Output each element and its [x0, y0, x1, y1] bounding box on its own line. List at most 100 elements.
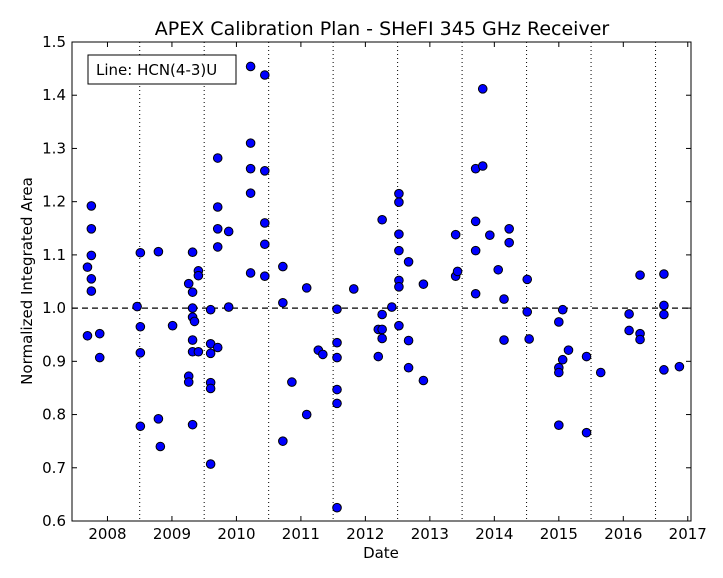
data-point-15 [153, 414, 164, 424]
data-point-51 [259, 165, 270, 176]
data-point-47 [245, 163, 256, 174]
data-point-72 [377, 214, 387, 225]
axis-ticks: 2008 2009 2010 2011 2012 2013 2014 2015 2016 2017… [42, 33, 707, 543]
data-point-126 [674, 361, 685, 372]
data-point-87 [418, 279, 429, 289]
y-tick-label-6: 1.2 [42, 193, 66, 211]
x-tick-label-8: 2016 [604, 525, 642, 543]
data-point-37 [205, 459, 216, 469]
data-point-12 [135, 348, 146, 358]
x-tick-label-2: 2010 [217, 525, 255, 543]
data-point-60 [301, 409, 312, 420]
data-point-21 [187, 247, 198, 258]
data-point-89 [450, 229, 461, 240]
data-point-50 [259, 70, 270, 80]
x-tick-label-6: 2014 [475, 525, 513, 543]
data-point-121 [635, 334, 645, 345]
data-point-110 [554, 420, 564, 431]
data-point-55 [278, 261, 288, 272]
data-point-48 [245, 188, 256, 198]
y-tick-label-9: 1.5 [42, 33, 66, 51]
data-point-71 [373, 351, 384, 362]
data-point-113 [563, 345, 574, 355]
x-tick-label-4: 2012 [346, 525, 384, 543]
data-point-117 [624, 309, 634, 319]
data-point-107 [554, 317, 564, 327]
data-point-20 [183, 377, 194, 387]
y-tick-label-3: 0.9 [42, 352, 66, 370]
data-point-109 [554, 367, 564, 378]
data-point-91 [452, 266, 463, 277]
y-axis-label: Normalized Integrated Area [18, 177, 36, 385]
data-point-124 [659, 309, 669, 320]
data-point-38 [212, 153, 223, 163]
plot-frame [71, 41, 692, 522]
data-point-93 [470, 216, 481, 227]
data-point-99 [493, 264, 504, 275]
data-point-76 [387, 302, 397, 312]
data-point-58 [287, 377, 297, 387]
data-point-100 [499, 294, 509, 304]
data-point-111 [557, 304, 568, 315]
data-point-86 [403, 362, 414, 373]
plot-area [72, 42, 691, 521]
data-point-85 [403, 335, 414, 346]
data-point-9 [132, 301, 142, 312]
data-point-102 [504, 224, 514, 234]
data-point-49 [245, 268, 256, 278]
x-axis-label: Date [363, 544, 399, 562]
data-point-95 [470, 288, 481, 299]
data-point-73 [377, 309, 387, 320]
data-point-17 [167, 320, 178, 331]
data-point-67 [332, 398, 342, 409]
data-point-18 [183, 278, 194, 289]
y-tick-label-8: 1.4 [42, 86, 66, 104]
data-point-114 [581, 351, 592, 362]
data-point-119 [635, 270, 645, 280]
data-point-5 [86, 274, 97, 284]
data-point-97 [477, 161, 488, 171]
data-point-83 [394, 320, 404, 331]
data-point-13 [135, 421, 146, 432]
data-point-7 [94, 328, 105, 339]
data-point-69 [348, 284, 359, 294]
data-point-6 [86, 286, 97, 296]
data-point-4 [86, 250, 97, 261]
data-point-23 [187, 303, 198, 313]
data-point-79 [394, 229, 404, 239]
data-point-56 [278, 297, 288, 308]
x-tick-label-5: 2013 [411, 525, 449, 543]
data-point-36 [205, 383, 216, 394]
y-tick-label-5: 1.1 [42, 246, 66, 264]
data-point-103 [504, 237, 514, 248]
data-point-32 [205, 304, 216, 315]
data-point-22 [187, 287, 198, 297]
data-point-40 [212, 224, 223, 234]
data-point-46 [245, 138, 256, 148]
x-tick-label-3: 2011 [282, 525, 320, 543]
data-point-112 [557, 354, 568, 365]
data-point-125 [659, 365, 669, 375]
data-point-74 [377, 324, 387, 335]
x-tick-label-0: 2008 [88, 525, 126, 543]
data-point-78 [394, 197, 404, 207]
data-point-122 [659, 269, 669, 279]
data-point-16 [155, 441, 166, 452]
data-point-96 [477, 84, 488, 94]
data-point-62 [318, 349, 328, 360]
data-point-80 [394, 245, 404, 256]
data-point-39 [212, 202, 223, 212]
data-point-10 [135, 247, 146, 258]
data-point-84 [403, 257, 414, 267]
y-tick-label-4: 1.0 [42, 299, 66, 317]
data-point-101 [499, 335, 509, 345]
legend-label: Line: HCN(4-3)U [96, 61, 217, 79]
data-point-25 [187, 335, 198, 345]
data-point-82 [394, 282, 404, 292]
data-point-104 [522, 274, 533, 285]
data-point-77 [394, 188, 404, 199]
x-tick-label-9: 2017 [669, 525, 707, 543]
data-point-116 [595, 367, 606, 378]
